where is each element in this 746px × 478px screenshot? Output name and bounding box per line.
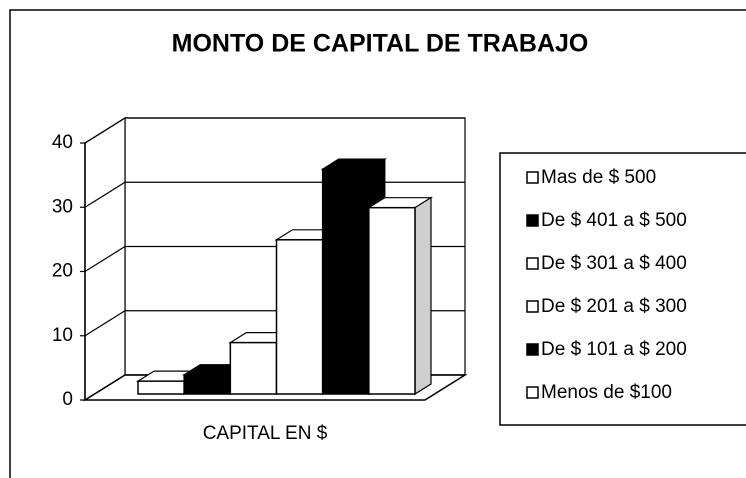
legend-label: De $ 201 a $ 300 xyxy=(541,296,687,317)
legend-label: De $ 401 a $ 500 xyxy=(541,210,687,231)
grid-line xyxy=(84,117,465,144)
bar xyxy=(229,341,278,395)
bar xyxy=(321,168,370,395)
bar xyxy=(137,380,185,395)
legend-label: Mas de $ 500 xyxy=(541,167,656,188)
bar-side xyxy=(414,196,432,396)
legend-swatch xyxy=(526,257,539,270)
y-tick-label: 20 xyxy=(52,261,73,282)
y-tick-label: 10 xyxy=(52,325,73,346)
legend-swatch xyxy=(526,171,539,184)
y-tick-label: 40 xyxy=(52,132,73,153)
bar xyxy=(368,206,416,395)
legend-label: De $ 301 a $ 400 xyxy=(541,253,687,274)
legend-swatch xyxy=(526,386,539,399)
legend-swatch xyxy=(526,300,539,313)
legend-label: Menos de $100 xyxy=(541,382,672,403)
legend-swatch xyxy=(526,214,539,227)
y-tick-label: 0 xyxy=(62,389,73,410)
bar xyxy=(183,373,232,395)
chart-title: MONTO DE CAPITAL DE TRABAJO xyxy=(172,30,589,58)
bar xyxy=(275,239,324,395)
legend-label: De $ 101 a $ 200 xyxy=(541,339,687,360)
legend-box xyxy=(499,152,746,426)
legend-swatch xyxy=(526,343,539,356)
x-tick-label: CAPITAL EN $ xyxy=(203,423,328,444)
y-tick-label: 30 xyxy=(52,196,73,217)
